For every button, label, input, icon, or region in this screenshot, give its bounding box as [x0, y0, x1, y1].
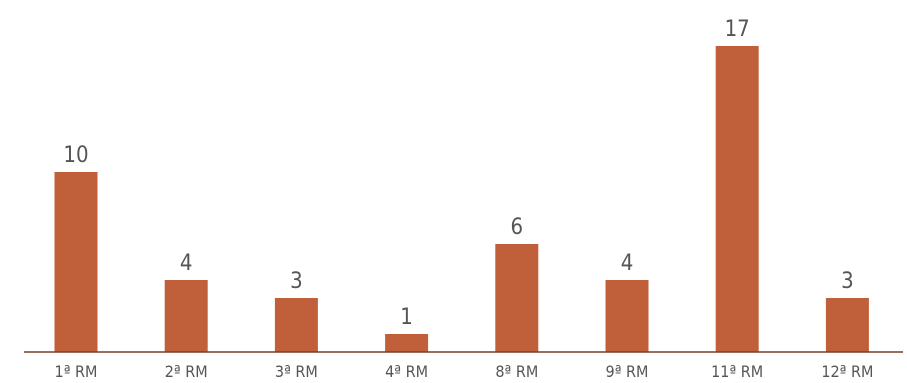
bar-2	[164, 280, 208, 352]
x-tick-label-8: 12ª RM	[821, 362, 873, 381]
x-tick-labels-group: 1ª RM 2ª RM 3ª RM 4ª RM 8ª RM 9ª RM 11ª RM 12ª …	[55, 362, 874, 381]
bar-1	[54, 172, 98, 352]
x-tick-label-2: 2ª RM	[165, 362, 208, 381]
bar-5	[495, 244, 539, 352]
bar-4	[385, 334, 429, 352]
data-label-1: 10	[63, 143, 88, 168]
x-tick-label-1: 1ª RM	[55, 362, 98, 381]
x-tick-label-6: 9ª RM	[606, 362, 649, 381]
data-label-6: 4	[621, 251, 634, 276]
bar-7	[715, 46, 759, 352]
bar-8	[825, 298, 869, 352]
data-label-3: 3	[290, 269, 303, 294]
bar-3	[274, 298, 318, 352]
bars-group	[54, 46, 869, 352]
data-label-7: 17	[725, 17, 750, 42]
x-tick-label-3: 3ª RM	[275, 362, 318, 381]
x-tick-label-7: 11ª RM	[711, 362, 763, 381]
data-label-4: 1	[400, 305, 413, 330]
x-tick-label-5: 8ª RM	[495, 362, 538, 381]
data-label-2: 4	[180, 251, 193, 276]
x-tick-label-4: 4ª RM	[385, 362, 428, 381]
data-label-8: 3	[841, 269, 854, 294]
bar-6	[605, 280, 649, 352]
data-label-5: 6	[511, 215, 524, 240]
data-labels-group: 10 4 3 1 6 4 17 3	[63, 17, 853, 330]
